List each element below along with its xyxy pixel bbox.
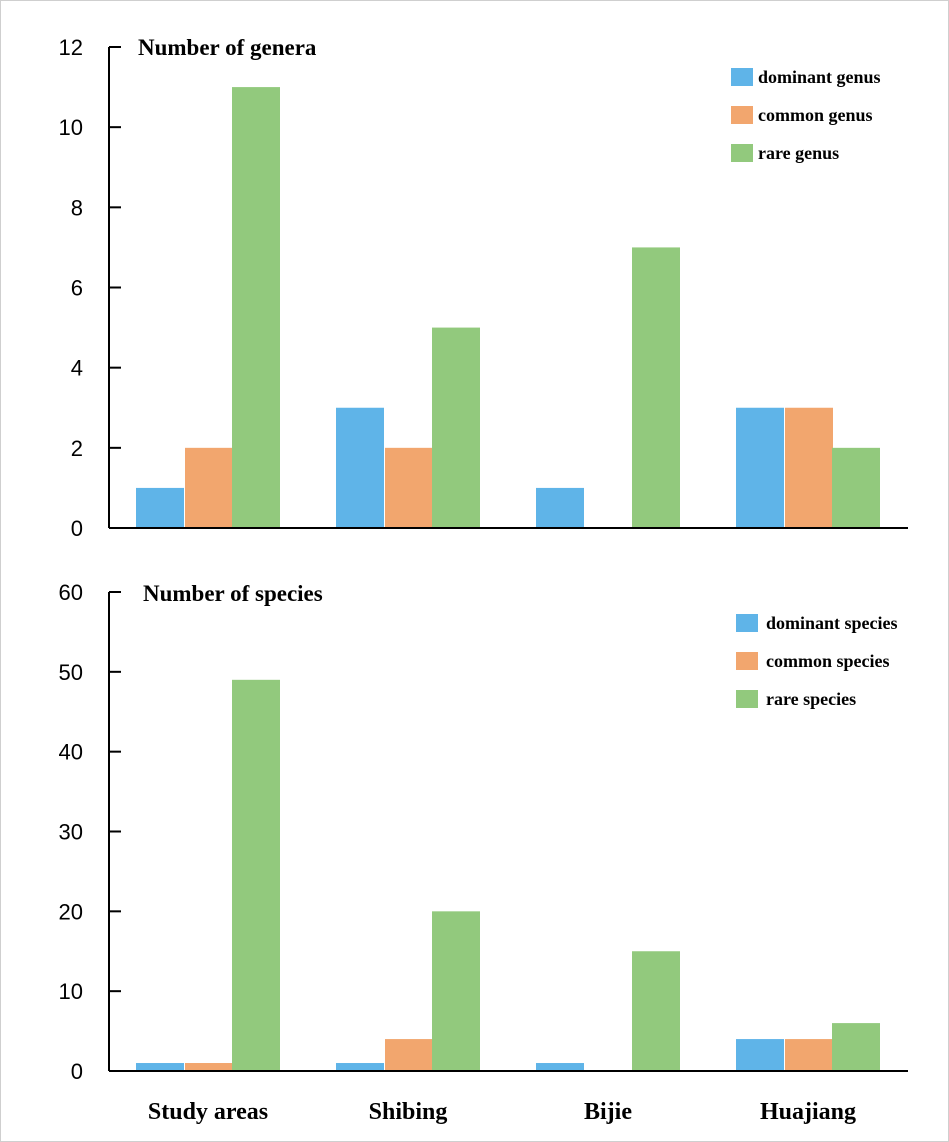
y-tick-label: 12 [59, 35, 83, 60]
chart-panel-2: 0 10 20 30 40 50 60 Number of species dominant s… [59, 580, 908, 1125]
chart-title: Number of genera [138, 35, 317, 60]
y-tick-label: 10 [59, 115, 83, 140]
legend-swatch-common-genus [731, 106, 753, 124]
legend-swatch-common-species [736, 652, 758, 670]
y-tick-label: 30 [59, 820, 83, 845]
bar-common-species-study-areas [185, 1063, 233, 1071]
bar-common-species-shibing [385, 1039, 433, 1071]
y-tick-label: 0 [71, 1059, 83, 1084]
bar-rare-genus-shibing [432, 327, 480, 528]
category-label-bijie: Bijie [584, 1099, 632, 1125]
bar-common-genus-study-areas [185, 447, 233, 528]
bar-dominant-genus-shibing [336, 407, 384, 528]
y-tick-label: 4 [71, 356, 83, 381]
bar-rare-species-bijie [632, 951, 680, 1071]
bar-dominant-genus-bijie [536, 487, 584, 528]
bar-dominant-species-shibing [336, 1063, 384, 1071]
y-tick-label: 6 [71, 276, 83, 301]
bar-dominant-species-bijie [536, 1063, 584, 1071]
bar-dominant-species-huajiang [736, 1039, 784, 1071]
y-tick-label: 20 [59, 899, 83, 924]
bar-dominant-genus-huajiang [736, 407, 784, 528]
bar-rare-species-huajiang [832, 1023, 880, 1071]
legend-label-dominant-species: dominant species [766, 613, 898, 633]
category-label-study-areas: Study areas [148, 1099, 268, 1125]
bar-common-species-huajiang [785, 1039, 833, 1071]
y-tick-label: 40 [59, 740, 83, 765]
category-label-huajiang: Huajiang [760, 1099, 856, 1125]
y-tick-label: 50 [59, 660, 83, 685]
legend-swatch-dominant-species [736, 614, 758, 632]
bar-rare-species-study-areas [232, 679, 280, 1071]
legend-swatch-rare-genus [731, 144, 753, 162]
y-tick-label: 0 [71, 516, 83, 541]
chart-panel-1: 0 2 4 6 8 10 12 Number of genera dominant genus c… [59, 35, 908, 541]
legend-label-common-genus: common genus [758, 105, 873, 125]
bar-rare-genus-huajiang [832, 447, 880, 528]
y-tick-label: 10 [59, 979, 83, 1004]
bar-rare-genus-bijie [632, 247, 680, 528]
legend-label-rare-genus: rare genus [758, 143, 839, 163]
y-tick-label: 2 [71, 436, 83, 461]
legend-label-common-species: common species [766, 651, 889, 671]
category-label-shibing: Shibing [369, 1099, 448, 1125]
legend-label-rare-species: rare species [766, 689, 856, 709]
y-tick-label: 8 [71, 195, 83, 220]
legend-swatch-dominant-genus [731, 68, 753, 86]
chart-title: Number of species [143, 581, 323, 606]
y-tick-label: 60 [59, 580, 83, 605]
bar-common-genus-shibing [385, 447, 433, 528]
legend-label-dominant-genus: dominant genus [758, 67, 881, 87]
bar-rare-genus-study-areas [232, 87, 280, 528]
legend-swatch-rare-species [736, 690, 758, 708]
bar-dominant-species-study-areas [136, 1063, 184, 1071]
bar-dominant-genus-study-areas [136, 487, 184, 528]
bar-rare-species-shibing [432, 911, 480, 1071]
bar-common-genus-huajiang [785, 407, 833, 528]
